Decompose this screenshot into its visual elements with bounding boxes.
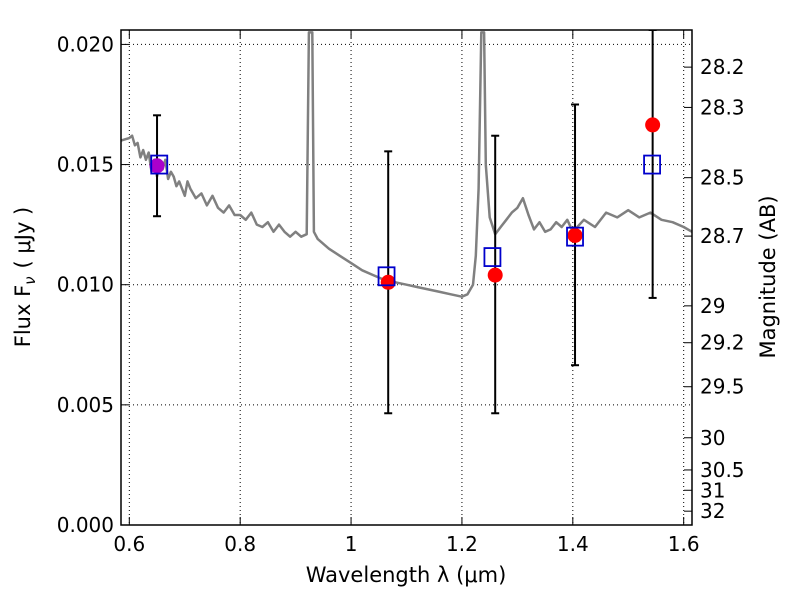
- y-axis-label-sub: ν: [21, 276, 39, 284]
- right-tick-label: 28.5: [700, 166, 745, 190]
- model-point: [566, 226, 584, 247]
- y-tick-label: 0.010: [57, 273, 114, 297]
- x-tick-label: 1: [345, 532, 358, 556]
- model-point: [377, 266, 396, 287]
- right-tick-label: 32: [700, 499, 725, 523]
- right-tick-label: 30.5: [700, 458, 745, 482]
- grid-lines: [121, 30, 692, 525]
- model-point: [643, 154, 661, 175]
- y-tick-label: 0.020: [57, 32, 114, 56]
- model-point: [150, 154, 169, 175]
- y-axis-label: Flux Fν ( μJy ): [11, 207, 39, 348]
- x-tick-label: 1.6: [668, 532, 700, 556]
- axes-frame: [120, 29, 693, 526]
- x-tick-label: 0.8: [224, 532, 256, 556]
- right-tick-label: 30: [700, 426, 725, 450]
- right-tick-label: 28.7: [700, 224, 745, 248]
- right-tick-label: 28.3: [700, 95, 745, 119]
- sed-curve: [121, 31, 692, 298]
- right-tick-label: 29: [700, 294, 725, 318]
- x-tick-label: 1.4: [557, 532, 589, 556]
- x-tick-label: 0.6: [113, 532, 145, 556]
- right-tick-label: 29.2: [700, 331, 745, 355]
- x-axis-label: Wavelength λ (μm): [306, 563, 507, 587]
- right-axis-label: Magnitude (AB): [756, 195, 780, 358]
- plot-marks: [121, 30, 692, 415]
- x-tick-label: 1.2: [446, 532, 478, 556]
- x-axis: 0.6 0.8 1 1.2 1.4 1.6: [113, 30, 700, 556]
- observed-point: [645, 117, 661, 133]
- model-point: [483, 247, 502, 267]
- right-tick-label: 28.2: [700, 55, 745, 79]
- observed-point: [567, 227, 583, 243]
- observed-point: [487, 267, 503, 283]
- y-tick-label: 0.005: [57, 393, 114, 417]
- y-tick-label: 0.000: [57, 513, 114, 537]
- observed-point: [149, 158, 165, 174]
- y-axis: 0.000 0.005 0.010 0.015 0.020: [57, 32, 129, 537]
- y-axis-label-unit: ( μJy ): [11, 207, 35, 269]
- observed-point: [380, 274, 396, 290]
- y-axis-label-main: Flux F: [11, 285, 35, 347]
- y-tick-label: 0.015: [57, 153, 114, 177]
- right-tick-label: 29.5: [700, 375, 745, 399]
- plot-area: [121, 30, 692, 415]
- right-tick-label: 31: [700, 478, 725, 502]
